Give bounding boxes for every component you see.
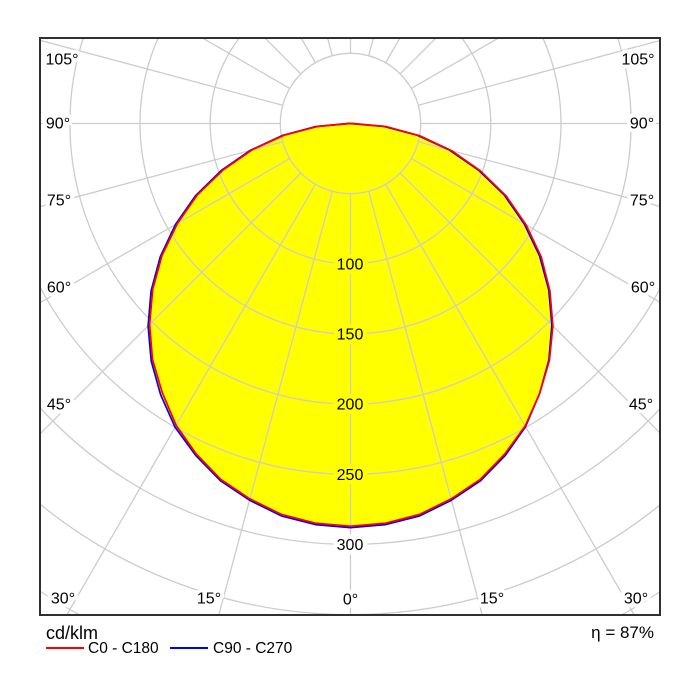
grid-radial-line-240deg xyxy=(201,38,291,89)
angle-label-90deg-1: 90° xyxy=(46,116,70,133)
angle-label-15deg-6: 15° xyxy=(197,591,221,608)
efficiency-value: η = 87% xyxy=(591,623,654,642)
ring-value-label-250: 250 xyxy=(337,467,364,484)
angle-label-75deg-2: 75° xyxy=(47,193,71,210)
grid-radial-line-60deg xyxy=(410,158,660,303)
ring-value-label-150: 150 xyxy=(337,327,364,344)
grid-radial-line-105deg xyxy=(418,39,660,106)
grid-radial-line-345deg xyxy=(218,191,333,615)
angle-label-60deg-11: 60° xyxy=(631,280,655,297)
ring-value-label-100: 100 xyxy=(337,256,364,273)
ring-value-label-300: 300 xyxy=(337,537,364,554)
angle-label-75deg-12: 75° xyxy=(630,193,654,210)
legend-units-label: cd/klm xyxy=(46,623,98,643)
angle-label-90deg-13: 90° xyxy=(630,116,654,133)
grid-radial-line-315deg xyxy=(40,172,302,435)
legend-c0-c180-label: C0 - C180 xyxy=(88,640,159,657)
grid-radial-line-195deg xyxy=(326,38,333,56)
grid-radial-line-300deg xyxy=(40,158,291,304)
grid-radial-line-135deg xyxy=(399,38,437,75)
curve-c0-c180 xyxy=(148,122,554,528)
angle-label-15deg-8: 15° xyxy=(480,591,504,608)
angle-label-105deg-14: 105° xyxy=(621,52,654,69)
angle-label-105deg-0: 105° xyxy=(45,52,78,69)
angle-label-0deg-7: 0° xyxy=(343,592,358,609)
grid-radial-line-15deg xyxy=(368,191,483,615)
grid-radial-line-255deg xyxy=(40,39,283,106)
angle-label-45deg-10: 45° xyxy=(629,397,653,414)
angle-label-30deg-5: 30° xyxy=(51,591,75,608)
angle-label-30deg-9: 30° xyxy=(624,591,648,608)
legend: cd/klm C0 - C180 C90 - C270 xyxy=(46,623,293,657)
angle-label-45deg-4: 45° xyxy=(47,397,71,414)
grid-radial-line-165deg xyxy=(368,38,375,56)
grid-radial-line-30deg xyxy=(385,183,636,615)
ring-value-label-200: 200 xyxy=(337,397,364,414)
grid-radial-line-45deg xyxy=(399,172,660,434)
grid-radial-line-285deg xyxy=(40,141,283,208)
chart-frame xyxy=(39,37,661,616)
legend-c90-c270-label: C90 - C270 xyxy=(213,640,293,657)
grid-radial-line-330deg xyxy=(65,183,316,615)
grid-radial-line-75deg xyxy=(418,141,660,208)
curve-c90-c270 xyxy=(147,122,553,529)
angle-label-60deg-3: 60° xyxy=(47,280,71,297)
